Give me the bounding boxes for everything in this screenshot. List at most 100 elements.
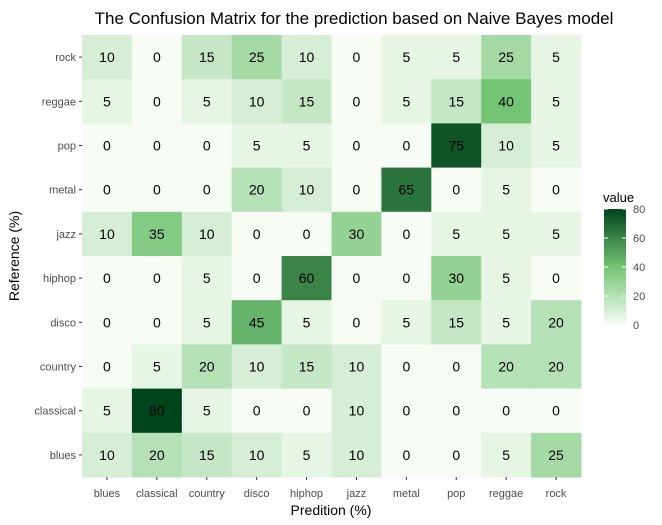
cell-value-label: 0 (103, 359, 111, 375)
heatmap-cell (231, 432, 283, 478)
heatmap-cell (431, 256, 482, 301)
cell-value-label: 0 (103, 182, 111, 198)
cell-value-label: 15 (299, 93, 315, 109)
y-tick-label: metal (49, 185, 76, 197)
cell-value-label: 0 (552, 182, 560, 198)
cell-value-label: 5 (452, 226, 460, 242)
heatmap-cell (131, 79, 183, 124)
cell-value-label: 5 (253, 138, 261, 154)
cell-value-label: 20 (149, 447, 165, 463)
heatmap-cell (531, 123, 582, 169)
heatmap-cell (331, 388, 382, 434)
heatmap-cell (531, 432, 582, 478)
heatmap-cell (331, 35, 382, 80)
y-axis-title: Reference (%) (6, 211, 22, 301)
heatmap-cell (131, 123, 183, 169)
heatmap-cell (281, 211, 332, 257)
heatmap-cell (381, 388, 432, 434)
heatmap-cell (281, 432, 332, 478)
cell-value-label: 5 (402, 314, 410, 330)
cell-value-label: 75 (448, 138, 464, 154)
heatmap-cell (531, 167, 582, 213)
x-tick-label: rock (546, 488, 567, 500)
cell-value-label: 10 (349, 403, 365, 419)
heatmap-cell (281, 300, 332, 345)
color-legend: value 0 20 40 60 80 (603, 190, 645, 332)
cell-value-label: 0 (452, 447, 460, 463)
heatmap-cell (331, 79, 382, 124)
cell-value-label: 5 (203, 403, 211, 419)
heatmap-cell (82, 167, 133, 213)
heatmap-cell (331, 167, 382, 213)
cell-value-label: 5 (402, 49, 410, 65)
cell-value-label: 0 (353, 270, 361, 286)
cell-value-label: 0 (452, 403, 460, 419)
cell-value-label: 5 (552, 138, 560, 154)
cell-value-label: 5 (502, 447, 510, 463)
cell-value-label: 0 (203, 138, 211, 154)
heatmap-cell (131, 167, 183, 213)
cell-value-label: 5 (402, 93, 410, 109)
cell-value-label: 15 (448, 314, 464, 330)
heatmap-cell (281, 123, 332, 169)
heatmap-cell (331, 344, 382, 390)
cell-value-label: 5 (552, 93, 560, 109)
cell-value-label: 5 (452, 49, 460, 65)
x-tick-label: country (189, 488, 226, 500)
cell-value-label: 35 (149, 226, 165, 242)
heatmap-cell (431, 167, 482, 213)
heatmap-cell (281, 79, 332, 124)
heatmap-cell (381, 35, 432, 80)
heatmap-cell (331, 300, 382, 345)
legend-tick-label: 80 (633, 204, 645, 216)
x-tick-label: classical (136, 488, 178, 500)
x-tick-label: hiphop (290, 488, 323, 500)
cell-value-label: 0 (153, 314, 161, 330)
cell-value-label: 0 (402, 270, 410, 286)
heatmap-cell (82, 344, 133, 390)
heatmap-cell (231, 35, 283, 80)
heatmap-cell (131, 344, 183, 390)
heatmap-cell (481, 388, 532, 434)
heatmap-cell (82, 79, 133, 124)
cell-value-label: 30 (448, 270, 464, 286)
heatmap-cell (181, 79, 233, 124)
heatmap-cell (231, 123, 283, 169)
cell-value-label: 60 (299, 270, 315, 286)
y-tick-label: reggae (42, 96, 76, 108)
heatmap-cell (431, 344, 482, 390)
cell-value-label: 40 (498, 93, 514, 109)
legend-title: value (603, 190, 634, 205)
heatmap-cell (481, 432, 532, 478)
heatmap-cell (331, 432, 382, 478)
cell-value-label: 5 (203, 270, 211, 286)
cell-value-label: 0 (253, 226, 261, 242)
heatmap-cell (531, 256, 582, 301)
heatmap-cell (82, 388, 133, 434)
cell-value-label: 5 (303, 138, 311, 154)
heatmap-cell (82, 123, 133, 169)
heatmap-cell (131, 300, 183, 345)
cell-value-label: 10 (299, 49, 315, 65)
heatmap-cell (381, 300, 432, 345)
heatmap-cell (531, 211, 582, 257)
cell-value-label: 5 (203, 93, 211, 109)
cell-value-label: 10 (199, 226, 215, 242)
heatmap-cell (281, 388, 332, 434)
heatmap-cell (381, 432, 432, 478)
y-tick-label: pop (58, 141, 76, 153)
cell-value-label: 0 (402, 138, 410, 154)
heatmap-cell (381, 123, 432, 169)
cell-value-label: 0 (452, 182, 460, 198)
heatmap-cell (82, 256, 133, 301)
heatmap-cell (431, 432, 482, 478)
heatmap-cell (381, 167, 432, 213)
y-axis-ticks: rock reggae pop metal jazz hiphop disco country… (34, 52, 82, 462)
cell-value-label: 0 (303, 403, 311, 419)
cell-value-label: 0 (253, 270, 261, 286)
cell-value-label: 15 (299, 359, 315, 375)
cell-value-label: 0 (353, 314, 361, 330)
cell-value-label: 0 (402, 359, 410, 375)
cell-value-label: 10 (349, 447, 365, 463)
cell-value-label: 10 (249, 447, 265, 463)
